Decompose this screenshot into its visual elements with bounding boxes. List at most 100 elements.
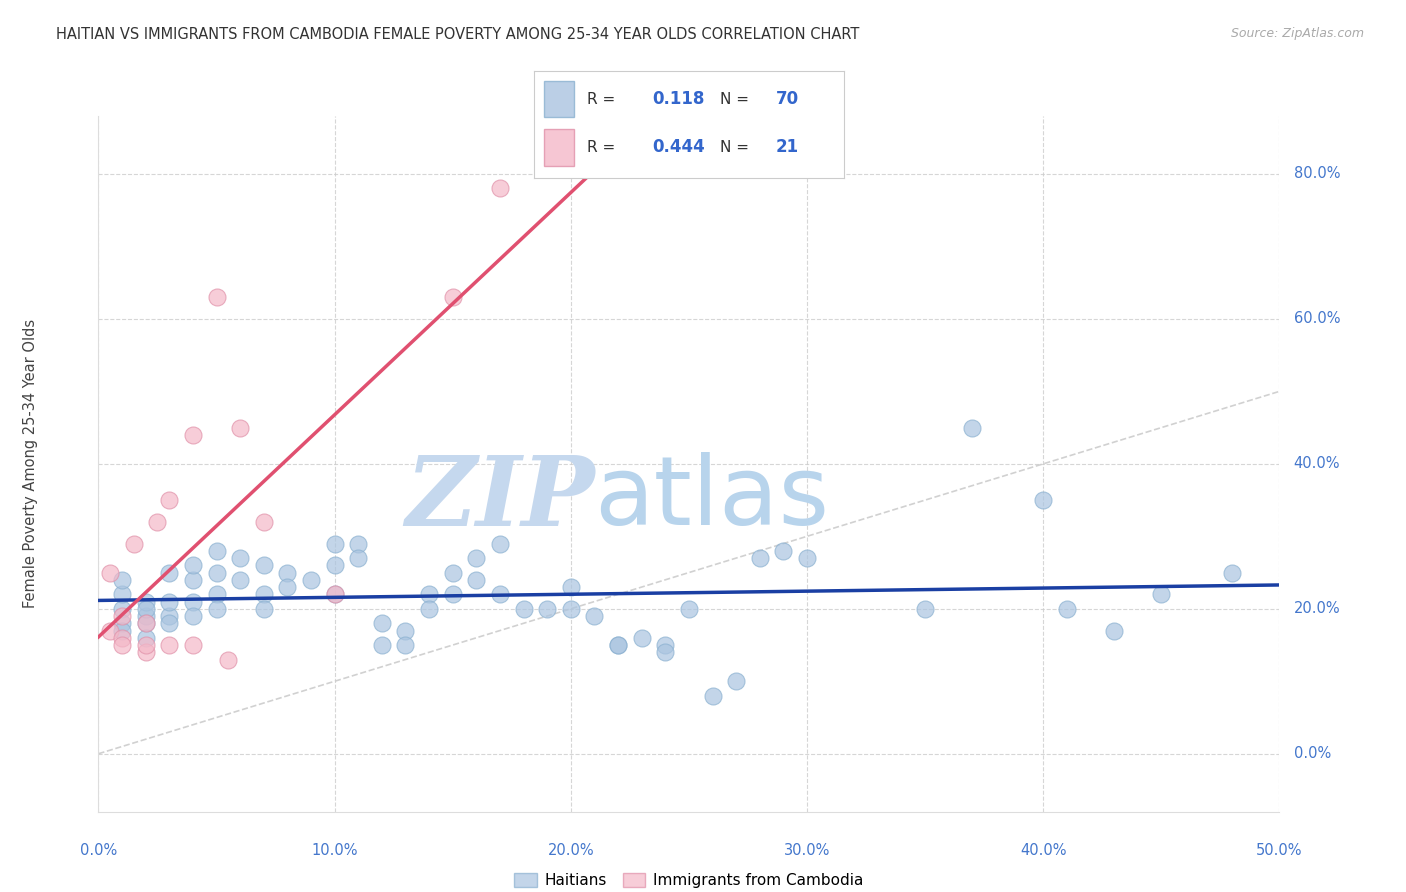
Text: 60.0%: 60.0% xyxy=(1294,311,1340,326)
Point xyxy=(418,601,440,615)
Point xyxy=(560,601,582,615)
Point xyxy=(157,609,180,624)
Point xyxy=(465,573,488,587)
Point xyxy=(157,638,180,652)
Point xyxy=(323,536,346,550)
Point xyxy=(181,428,204,442)
Text: 30.0%: 30.0% xyxy=(785,843,830,858)
Point xyxy=(1032,493,1054,508)
Point xyxy=(489,181,512,195)
Point xyxy=(371,638,394,652)
Point xyxy=(1150,587,1173,601)
Text: Female Poverty Among 25-34 Year Olds: Female Poverty Among 25-34 Year Olds xyxy=(24,319,38,608)
Point xyxy=(560,580,582,594)
Point xyxy=(253,558,276,573)
Point xyxy=(111,616,134,631)
Point xyxy=(111,609,134,624)
Point xyxy=(772,543,794,558)
FancyBboxPatch shape xyxy=(544,129,575,166)
Point xyxy=(489,536,512,550)
Text: 40.0%: 40.0% xyxy=(1019,843,1067,858)
Point xyxy=(181,594,204,608)
Point xyxy=(323,587,346,601)
Text: 10.0%: 10.0% xyxy=(311,843,359,858)
Text: Source: ZipAtlas.com: Source: ZipAtlas.com xyxy=(1230,27,1364,40)
Point xyxy=(1220,566,1243,580)
Text: 50.0%: 50.0% xyxy=(1256,843,1303,858)
Point xyxy=(181,573,204,587)
Point xyxy=(630,631,652,645)
Point xyxy=(253,601,276,615)
Text: 80.0%: 80.0% xyxy=(1294,167,1340,181)
Point xyxy=(157,566,180,580)
Point xyxy=(111,587,134,601)
Point xyxy=(135,638,157,652)
Point xyxy=(607,638,630,652)
Point xyxy=(583,609,606,624)
Point xyxy=(205,587,228,601)
Point xyxy=(205,566,228,580)
Point xyxy=(157,616,180,631)
Text: 70: 70 xyxy=(776,90,799,108)
Point xyxy=(135,645,157,659)
Point xyxy=(276,566,298,580)
Point xyxy=(1102,624,1125,638)
Point xyxy=(465,551,488,566)
Text: 40.0%: 40.0% xyxy=(1294,457,1340,471)
Point xyxy=(181,558,204,573)
Point xyxy=(253,515,276,529)
Point xyxy=(135,616,157,631)
Point xyxy=(441,587,464,601)
Point xyxy=(914,601,936,615)
Point xyxy=(98,566,121,580)
Point xyxy=(607,638,630,652)
Point xyxy=(111,573,134,587)
Text: 0.0%: 0.0% xyxy=(80,843,117,858)
Text: 20.0%: 20.0% xyxy=(1294,601,1340,616)
Point xyxy=(725,674,748,689)
Point xyxy=(323,587,346,601)
Text: HAITIAN VS IMMIGRANTS FROM CAMBODIA FEMALE POVERTY AMONG 25-34 YEAR OLDS CORRELA: HAITIAN VS IMMIGRANTS FROM CAMBODIA FEMA… xyxy=(56,27,859,42)
Point xyxy=(796,551,818,566)
Text: atlas: atlas xyxy=(595,452,830,545)
Point xyxy=(441,290,464,304)
Point xyxy=(111,631,134,645)
Point xyxy=(347,536,370,550)
Legend: Haitians, Immigrants from Cambodia: Haitians, Immigrants from Cambodia xyxy=(508,867,870,892)
Point xyxy=(489,587,512,601)
Point xyxy=(536,601,558,615)
Point xyxy=(122,536,145,550)
Point xyxy=(205,543,228,558)
Point xyxy=(205,601,228,615)
Point xyxy=(748,551,770,566)
Point xyxy=(654,638,676,652)
Text: ZIP: ZIP xyxy=(405,451,595,546)
Text: 20.0%: 20.0% xyxy=(547,843,595,858)
Text: 21: 21 xyxy=(776,138,799,156)
Point xyxy=(678,601,700,615)
Point xyxy=(217,652,239,666)
Point xyxy=(323,558,346,573)
Text: N =: N = xyxy=(720,92,749,107)
Point xyxy=(962,420,984,434)
Point xyxy=(441,566,464,580)
Text: 0.0%: 0.0% xyxy=(1294,747,1330,761)
Point xyxy=(654,645,676,659)
FancyBboxPatch shape xyxy=(544,81,575,118)
Point xyxy=(418,587,440,601)
Point xyxy=(512,601,534,615)
Point xyxy=(394,624,416,638)
Point xyxy=(146,515,169,529)
Point xyxy=(347,551,370,566)
Point xyxy=(111,624,134,638)
Point xyxy=(299,573,322,587)
Point xyxy=(111,601,134,615)
Point xyxy=(205,290,228,304)
Point xyxy=(229,420,252,434)
Point xyxy=(135,616,157,631)
Point xyxy=(98,624,121,638)
Point xyxy=(371,616,394,631)
Point xyxy=(394,638,416,652)
Point xyxy=(276,580,298,594)
Text: R =: R = xyxy=(586,92,614,107)
